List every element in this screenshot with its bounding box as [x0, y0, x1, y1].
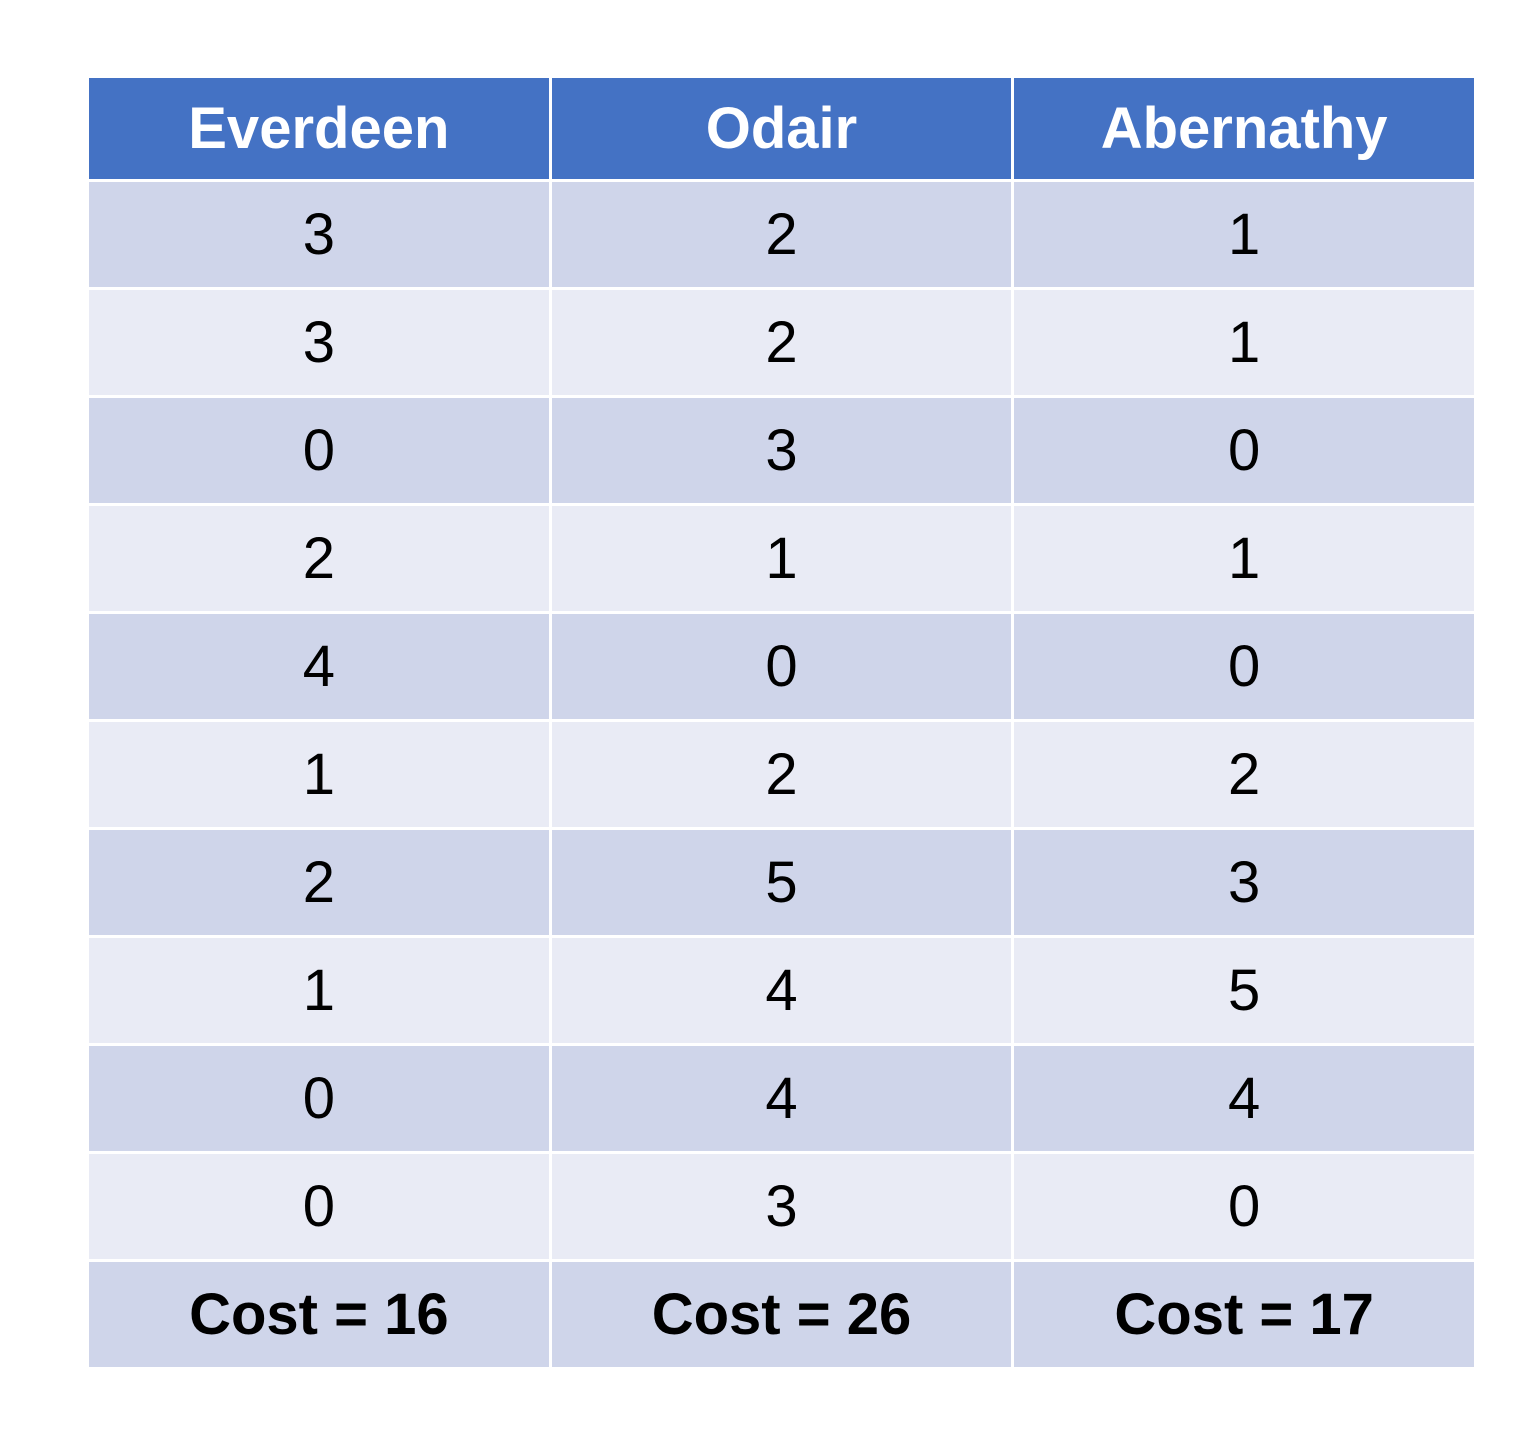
table-cell: 1	[1011, 287, 1477, 398]
table-cell: 0	[86, 1151, 552, 1262]
table-cell: 4	[86, 611, 552, 722]
table-body: 3 2 1 3 2 1 0 3 0 2 1 1 4 0 0 1 2 2	[86, 179, 1477, 1262]
table-footer: Cost = 16 Cost = 26 Cost = 17	[86, 1259, 1477, 1370]
table-cell: 4	[548, 1043, 1015, 1154]
table-row: 3 2 1	[86, 287, 1477, 398]
table-row: 1 4 5	[86, 935, 1477, 1046]
table-cell: 2	[1011, 719, 1477, 830]
table-cell: 2	[86, 503, 552, 614]
totals-row: Cost = 16 Cost = 26 Cost = 17	[86, 1259, 1477, 1370]
table-cell: 3	[86, 179, 552, 290]
table-cell: 2	[548, 179, 1015, 290]
table-cell: 1	[548, 503, 1015, 614]
column-header-abernathy: Abernathy	[1011, 75, 1477, 182]
table-cell: 2	[86, 827, 552, 938]
total-cost-odair: Cost = 26	[548, 1259, 1015, 1370]
table-row: 0 4 4	[86, 1043, 1477, 1154]
column-header-odair: Odair	[548, 75, 1015, 182]
table-cell: 0	[86, 395, 552, 506]
table-row: 4 0 0	[86, 611, 1477, 722]
table-cell: 0	[1011, 611, 1477, 722]
table-cell: 1	[1011, 179, 1477, 290]
table-cell: 3	[86, 287, 552, 398]
table-cell: 0	[548, 611, 1015, 722]
table-row: 0 3 0	[86, 395, 1477, 506]
cost-table: Everdeen Odair Abernathy 3 2 1 3 2 1 0 3…	[86, 75, 1477, 1370]
table-cell: 0	[86, 1043, 552, 1154]
table-row: 2 5 3	[86, 827, 1477, 938]
table-cell: 2	[548, 287, 1015, 398]
table-cell: 3	[548, 1151, 1015, 1262]
table-row: 3 2 1	[86, 179, 1477, 290]
table-cell: 5	[1011, 935, 1477, 1046]
table-header: Everdeen Odair Abernathy	[86, 75, 1477, 182]
total-cost-everdeen: Cost = 16	[86, 1259, 552, 1370]
table-cell: 0	[1011, 395, 1477, 506]
table-cell: 5	[548, 827, 1015, 938]
table-cell: 1	[1011, 503, 1477, 614]
table-cell: 1	[86, 719, 552, 830]
table-row: 2 1 1	[86, 503, 1477, 614]
column-header-everdeen: Everdeen	[86, 75, 552, 182]
header-row: Everdeen Odair Abernathy	[86, 75, 1477, 182]
table-cell: 3	[548, 395, 1015, 506]
table-cell: 0	[1011, 1151, 1477, 1262]
table-cell: 2	[548, 719, 1015, 830]
table-cell: 3	[1011, 827, 1477, 938]
total-cost-abernathy: Cost = 17	[1011, 1259, 1477, 1370]
table-cell: 1	[86, 935, 552, 1046]
table-cell: 4	[1011, 1043, 1477, 1154]
table-row: 1 2 2	[86, 719, 1477, 830]
table-cell: 4	[548, 935, 1015, 1046]
table-row: 0 3 0	[86, 1151, 1477, 1262]
